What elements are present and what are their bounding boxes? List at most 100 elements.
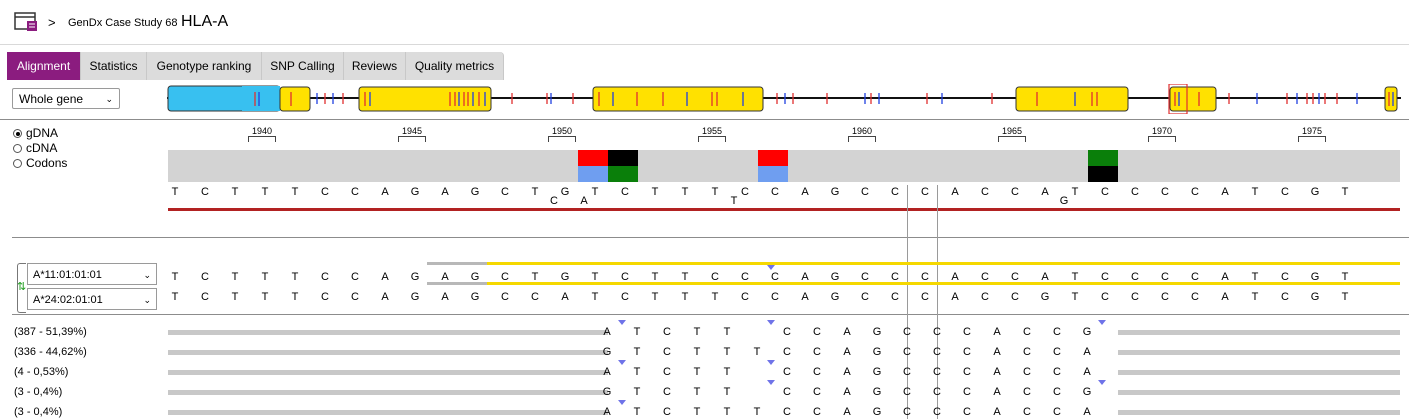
allele-base: C (351, 271, 359, 283)
allele-base: C (891, 271, 899, 283)
radio-gdna[interactable]: gDNA (13, 126, 58, 140)
position-bracket (548, 136, 576, 142)
allele-base: C (771, 271, 779, 283)
allele-base: T (1071, 291, 1079, 303)
allele-base: T (1251, 271, 1259, 283)
radio-cdna[interactable]: cDNA (13, 141, 57, 155)
read-base: T (723, 366, 731, 378)
consensus-base: A (441, 186, 449, 198)
consensus-base: T (261, 186, 269, 198)
position-bracket (848, 136, 876, 142)
cursor-line-left[interactable] (907, 185, 908, 419)
read-base: C (933, 406, 941, 418)
mismatch-marker-icon (767, 360, 775, 365)
read-base: T (693, 346, 701, 358)
allele-base: C (1191, 291, 1199, 303)
tab-snp-calling[interactable]: SNP Calling (262, 52, 344, 80)
allele-base: C (921, 271, 929, 283)
read-base: C (813, 386, 821, 398)
consensus-base: T (681, 186, 689, 198)
consensus-base: A (951, 186, 959, 198)
tab-alignment[interactable]: Alignment (7, 52, 81, 80)
snp-cell[interactable] (1088, 150, 1118, 166)
read-bar (1118, 330, 1400, 335)
read-base: A (993, 406, 1001, 418)
snp-cell[interactable] (578, 150, 608, 166)
consensus-base: C (741, 186, 749, 198)
read-bar (168, 350, 608, 355)
read-base: C (1023, 326, 1031, 338)
position-bracket (698, 136, 726, 142)
consensus-base: T (291, 186, 299, 198)
allele-base: C (861, 291, 869, 303)
read-base: A (603, 326, 611, 338)
tab-statistics[interactable]: Statistics (81, 52, 147, 80)
radio-empty-icon (13, 159, 22, 168)
region-select[interactable]: Whole gene ⌄ (12, 88, 120, 109)
allele-select-1[interactable]: A*11:01:01:01 ⌄ (27, 263, 157, 285)
read-base: C (1053, 326, 1061, 338)
read-base: A (1083, 346, 1091, 358)
read-base: C (663, 386, 671, 398)
consensus-base: C (1191, 186, 1199, 198)
snp-cell[interactable] (608, 150, 638, 166)
position-bracket (998, 136, 1026, 142)
allele-base: A (441, 271, 449, 283)
consensus-base: C (1281, 186, 1289, 198)
tab-reviews[interactable]: Reviews (344, 52, 406, 80)
mismatch-marker-icon (767, 320, 775, 325)
allele-base: T (1341, 291, 1349, 303)
gene-structure-map[interactable] (167, 84, 1401, 114)
position-label: 1965 (1001, 126, 1023, 136)
page-title: HLA-A (181, 13, 229, 30)
allele-base: C (1161, 291, 1169, 303)
read-base: C (813, 346, 821, 358)
read-group-label: (3 - 0,4%) (14, 406, 63, 418)
allele-base: A (1041, 271, 1049, 283)
read-bar (1118, 410, 1400, 415)
position-label: 1940 (251, 126, 273, 136)
position-bracket (1148, 136, 1176, 142)
app-menu-icon[interactable] (14, 12, 38, 32)
position-label: 1955 (701, 126, 723, 136)
snp-cell[interactable] (758, 150, 788, 166)
consensus-base: A (801, 186, 809, 198)
allele-base: T (291, 271, 299, 283)
snp-cell[interactable] (1088, 166, 1118, 182)
allele-base: A (951, 271, 959, 283)
allele-base: T (261, 291, 269, 303)
snp-cell[interactable] (578, 166, 608, 182)
read-base: T (723, 386, 731, 398)
consensus-base: C (1131, 186, 1139, 198)
read-base: G (872, 386, 882, 398)
read-base: G (602, 346, 612, 358)
allele-base: C (321, 291, 329, 303)
read-bar (168, 390, 608, 395)
tab-quality-metrics[interactable]: Quality metrics (406, 52, 504, 80)
swap-icon[interactable]: ⇅ (17, 281, 27, 293)
read-base: C (1023, 406, 1031, 418)
allele-base: C (981, 291, 989, 303)
allele-base: T (171, 291, 179, 303)
breadcrumb-case-name[interactable]: GenDx Case Study 68 (68, 17, 178, 29)
allele-base: C (741, 271, 749, 283)
radio-codons[interactable]: Codons (13, 156, 67, 170)
read-base: C (963, 346, 971, 358)
position-label: 1975 (1301, 126, 1323, 136)
allele-base: A (801, 271, 809, 283)
allele-base: T (681, 271, 689, 283)
tab-genotype-ranking[interactable]: Genotype ranking (147, 52, 262, 80)
allele-base: T (591, 291, 599, 303)
allele-line (487, 282, 1400, 285)
read-bar (168, 370, 608, 375)
snp-cell[interactable] (758, 166, 788, 182)
top-bar: > GenDx Case Study 68 HLA-A (0, 0, 1409, 45)
allele-base: C (771, 291, 779, 303)
read-base: C (663, 366, 671, 378)
read-base: C (933, 366, 941, 378)
allele-base: T (681, 291, 689, 303)
consensus-base: C (351, 186, 359, 198)
snp-cell[interactable] (608, 166, 638, 182)
allele-select-2[interactable]: A*24:02:01:01 ⌄ (27, 288, 157, 310)
cursor-line-right[interactable] (937, 185, 938, 419)
